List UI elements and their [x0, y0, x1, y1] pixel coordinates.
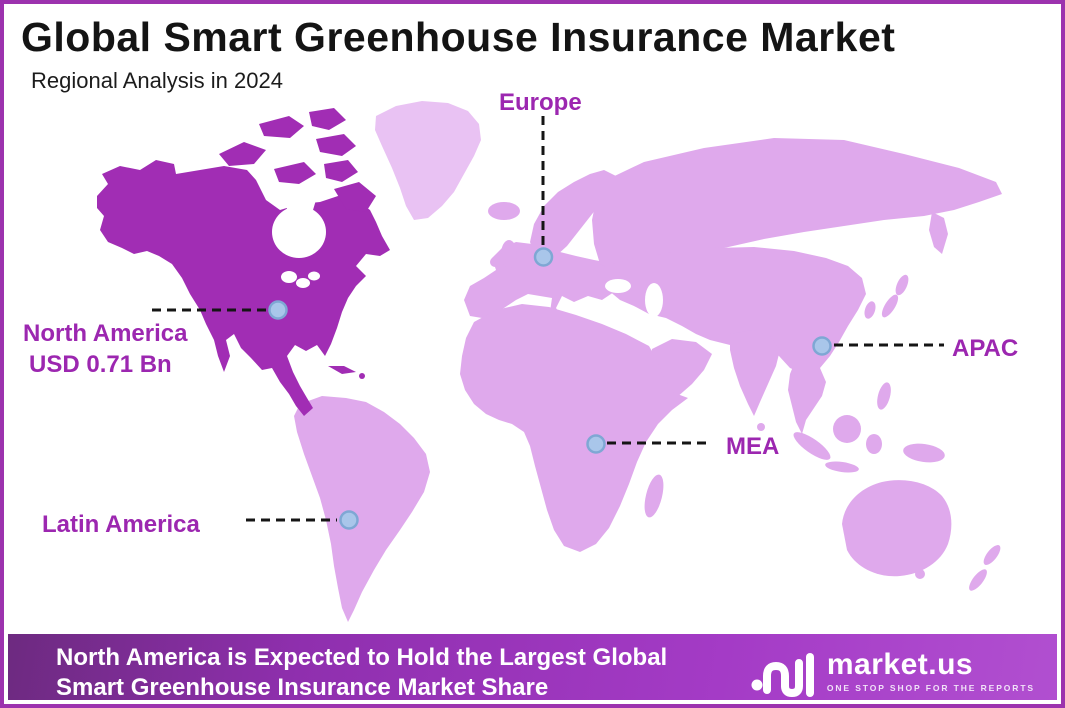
region-label-europe: Europe: [499, 89, 582, 116]
landmass-ireland: [490, 257, 500, 267]
continent-australia: [842, 480, 952, 577]
brand-tagline: ONE STOP SHOP FOR THE REPORTS: [826, 682, 1035, 693]
continent-light-land: [294, 101, 1002, 622]
landmass-hispaniola: [359, 373, 365, 379]
region-label-north-america-name: North America: [23, 320, 188, 347]
footer-headline-line1: North America is Expected to Hold the La…: [56, 644, 668, 671]
landmass-greenland: [375, 101, 481, 220]
landmass-sri-lanka: [757, 423, 765, 431]
region-value-north-america: USD 0.71 Bn: [29, 351, 172, 378]
region-label-north-america: North America USD 0.71 Bn: [23, 318, 187, 380]
arctic-islands: [219, 108, 376, 212]
landmass-sulawesi: [866, 434, 882, 454]
landmass-tasmania: [915, 569, 925, 579]
region-label-latin-america: Latin America: [42, 511, 200, 538]
landmass-india: [730, 330, 780, 416]
marker-north-america: [268, 300, 288, 320]
marketus-logo-icon: [751, 653, 814, 698]
brand-name: market.us: [826, 647, 974, 681]
great-lakes-1: [281, 271, 297, 283]
location-markers: [268, 247, 832, 530]
region-label-mea: MEA: [726, 433, 780, 460]
world-map: [97, 101, 1002, 622]
page-title: Global Smart Greenhouse Insurance Market: [21, 14, 896, 60]
landmass-kamchatka: [929, 212, 948, 254]
footer-headline-line2: Smart Greenhouse Insurance Market Share: [56, 674, 549, 701]
leader-lines: [152, 116, 944, 522]
landmass-new-zealand-north: [983, 545, 1001, 565]
great-lakes-3: [308, 271, 320, 281]
continent-asia-central: [598, 247, 866, 374]
black-sea: [605, 279, 631, 293]
landmass-iceland: [488, 202, 520, 220]
continent-asia-north: [592, 138, 1002, 272]
landmass-korea: [864, 301, 876, 319]
landmass-philippines: [877, 382, 891, 410]
landmass-scandinavia: [530, 170, 616, 262]
landmass-java: [825, 461, 859, 473]
marker-latin-america: [339, 510, 359, 530]
marker-apac: [812, 336, 832, 356]
region-label-apac: APAC: [952, 335, 1019, 362]
marketus-logo-text: market.us ONE STOP SHOP FOR THE REPORTS: [826, 647, 1035, 693]
continent-south-america: [294, 396, 430, 622]
hudson-bay: [272, 206, 326, 258]
caspian-sea: [645, 283, 663, 317]
continent-africa: [460, 304, 688, 552]
landmass-japan-south: [881, 294, 899, 318]
landmass-britain: [501, 240, 517, 268]
footer-banner: North America is Expected to Hold the La…: [8, 634, 1057, 703]
footer-headline: North America is Expected to Hold the La…: [56, 643, 667, 703]
hudson-bay-mouth: [285, 200, 316, 220]
landmass-new-guinea: [903, 443, 945, 463]
landmass-madagascar: [644, 474, 664, 518]
inland-seas: [605, 279, 663, 317]
marketus-logo: market.us ONE STOP SHOP FOR THE REPORTS: [749, 643, 1035, 699]
landmass-borneo: [833, 415, 861, 443]
continent-north-america-highlighted: [97, 108, 390, 416]
great-lakes-2: [296, 278, 310, 288]
page-subtitle: Regional Analysis in 2024: [31, 68, 283, 93]
marker-europe: [533, 247, 554, 267]
landmass-new-zealand-south: [969, 569, 987, 591]
landmass-indochina: [788, 360, 826, 434]
landmass-sumatra: [793, 432, 831, 460]
landmass-japan-north: [895, 274, 909, 296]
marker-mea: [586, 434, 606, 454]
landmass-cuba: [328, 366, 356, 374]
